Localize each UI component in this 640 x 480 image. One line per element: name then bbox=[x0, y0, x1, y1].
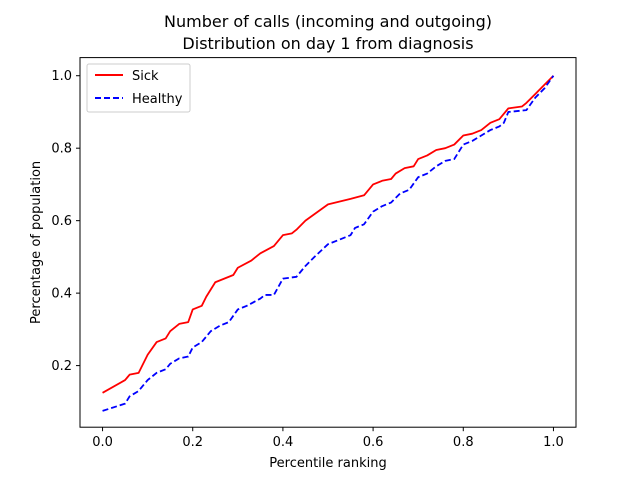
y-tick-label: 0.4 bbox=[51, 287, 72, 302]
y-axis: 0.2 0.4 0.6 0.8 1.0 bbox=[51, 69, 80, 374]
y-axis-label: Percentage of population bbox=[29, 161, 44, 324]
x-tick-label: 0.4 bbox=[273, 435, 294, 450]
x-tick-label: 0.8 bbox=[453, 435, 474, 450]
x-axis: 0.0 0.2 0.4 0.6 0.8 1.0 bbox=[92, 427, 564, 450]
legend-label-sick: Sick bbox=[132, 69, 159, 84]
x-tick-label: 0.2 bbox=[182, 435, 203, 450]
chart-title: Number of calls (incoming and outgoing) bbox=[164, 12, 492, 31]
y-tick-label: 1.0 bbox=[51, 69, 72, 84]
x-axis-label: Percentile ranking bbox=[269, 456, 386, 471]
x-tick-label: 0.6 bbox=[363, 435, 384, 450]
y-tick-label: 0.6 bbox=[51, 214, 72, 229]
y-tick-label: 0.8 bbox=[51, 142, 72, 157]
plot-frame bbox=[79, 57, 577, 428]
series-layer bbox=[102, 75, 555, 412]
x-tick-label: 1.0 bbox=[543, 435, 564, 450]
x-tick-label: 0.0 bbox=[92, 435, 113, 450]
series-line-healthy bbox=[102, 75, 555, 412]
legend: Sick Healthy bbox=[86, 63, 191, 113]
y-tick-label: 0.2 bbox=[51, 359, 72, 374]
chart-subtitle: Distribution on day 1 from diagnosis bbox=[182, 34, 473, 53]
legend-label-healthy: Healthy bbox=[132, 92, 183, 107]
series-line-sick bbox=[102, 75, 555, 394]
